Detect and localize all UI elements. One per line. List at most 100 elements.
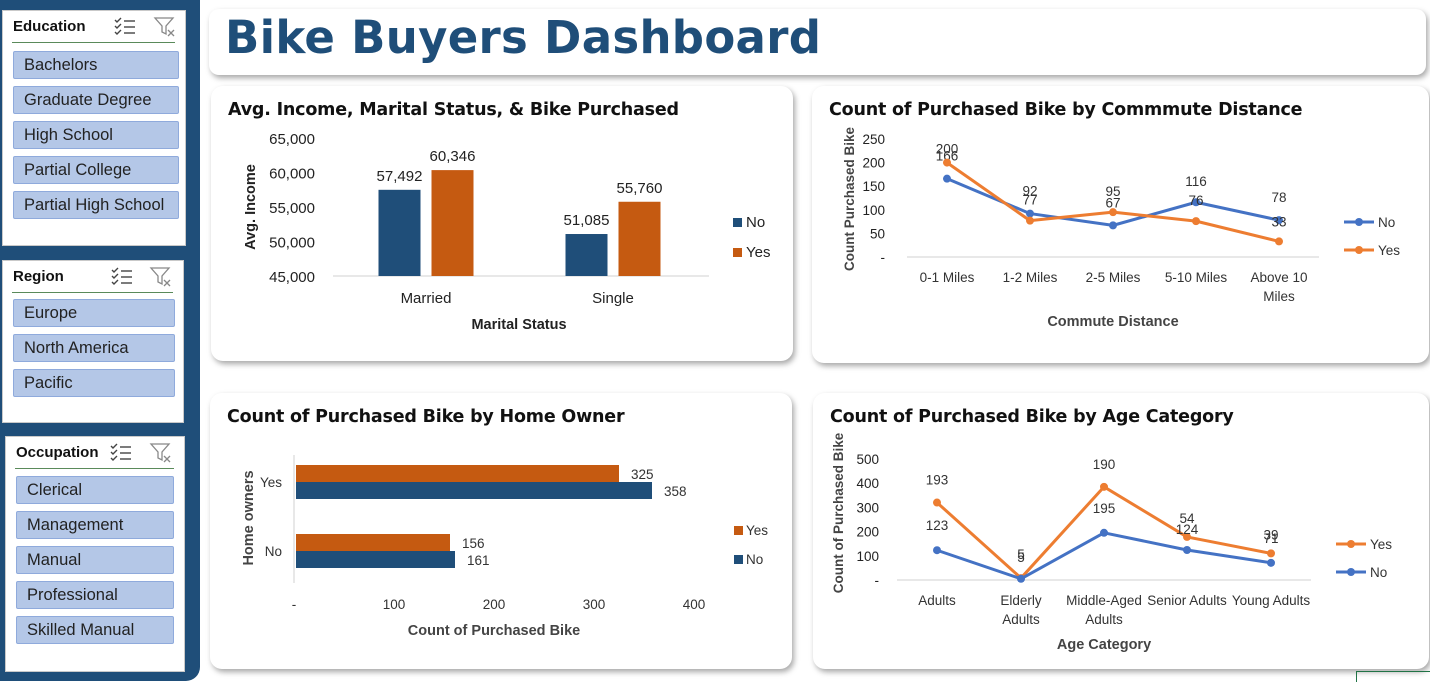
data-point [1267, 558, 1275, 567]
chart-title: Avg. Income, Marital Status, & Bike Purc… [228, 100, 679, 120]
slicer-item-manual[interactable]: Manual [16, 546, 174, 574]
y-tick-label: 50,000 [269, 235, 315, 252]
data-label: 325 [631, 467, 654, 482]
slicer-header: Education [3, 11, 185, 41]
slicer-item-europe[interactable]: Europe [13, 299, 175, 327]
data-point [1192, 217, 1200, 226]
slicer-item-graduate-degree[interactable]: Graduate Degree [13, 86, 179, 114]
bar [296, 465, 619, 482]
data-point [1109, 208, 1117, 217]
data-label: 51,085 [564, 212, 610, 229]
data-point [943, 158, 951, 167]
data-point [933, 546, 941, 555]
y-tick-label: 50 [870, 226, 885, 241]
y-tick-label: 500 [856, 452, 879, 467]
data-point [1275, 237, 1283, 246]
legend-swatch [733, 248, 742, 257]
clear-filter-icon[interactable] [149, 266, 173, 288]
chart-title: Count of Purchased Bike by Age Category [830, 407, 1234, 427]
legend-label: No [746, 552, 763, 567]
y-tick-label: 200 [856, 525, 879, 540]
x-axis-title: Count of Purchased Bike [408, 623, 580, 639]
occupation-slicer: Occupation Clerical Management Manual Pr… [5, 436, 185, 672]
data-point [943, 174, 951, 183]
income-chart-card[interactable]: Avg. Income, Marital Status, & Bike Purc… [211, 86, 793, 361]
education-slicer: Education Bachelors Graduate Degree High… [2, 10, 186, 246]
slicer-item-partial-high-school[interactable]: Partial High School [13, 191, 179, 219]
x-tick-label: Senior Adults [1147, 593, 1227, 608]
data-label: 195 [1093, 501, 1116, 516]
legend-marker [1355, 218, 1363, 226]
income-chart: 45,000 50,000 55,000 60,000 65,000 57,492 60,3… [243, 131, 770, 333]
multi-select-icon[interactable] [110, 266, 134, 288]
slicer-item-high-school[interactable]: High School [13, 121, 179, 149]
bar [378, 189, 421, 276]
slicer-divider [12, 292, 173, 293]
multi-select-icon[interactable] [109, 442, 133, 464]
y-axis-title: Home owners [241, 470, 257, 565]
data-label: 124 [1176, 522, 1199, 537]
x-tick-label: 100 [383, 597, 406, 612]
data-label: 77 [1022, 193, 1037, 208]
data-label: 358 [664, 484, 687, 499]
y-tick-label: 400 [856, 476, 879, 491]
legend-label: No [746, 214, 765, 231]
multi-select-icon[interactable] [113, 16, 137, 38]
data-point [1109, 221, 1117, 230]
x-tick-label: Adults [918, 593, 956, 608]
legend-swatch [734, 526, 743, 535]
slicer-item-management[interactable]: Management [16, 511, 174, 539]
data-point [1026, 216, 1034, 225]
slicer-item-pacific[interactable]: Pacific [13, 369, 175, 397]
series-line [936, 531, 1272, 581]
data-label: 200 [936, 142, 959, 157]
data-label: 161 [467, 553, 490, 568]
legend-label: Yes [1378, 243, 1400, 258]
data-point [1026, 209, 1034, 218]
slicer-item-professional[interactable]: Professional [16, 581, 174, 609]
slicer-divider [15, 468, 174, 469]
data-label: 95 [1105, 184, 1120, 199]
x-axis-title: Age Category [1057, 637, 1151, 653]
x-tick-label: Married [401, 290, 452, 307]
y-tick-label: 65,000 [269, 131, 315, 148]
slicer-item-north-america[interactable]: North America [13, 334, 175, 362]
y-tick-label: 200 [862, 156, 885, 171]
data-label: 55,760 [617, 180, 663, 197]
y-tick-label: Yes [260, 475, 282, 490]
x-tick-label: Miles [1263, 289, 1295, 304]
data-label: 39 [1263, 527, 1278, 542]
data-label: 78 [1271, 190, 1286, 205]
clear-filter-icon[interactable] [149, 442, 173, 464]
slicer-title: Occupation [16, 444, 99, 461]
data-point [1267, 549, 1275, 558]
slicer-item-skilled-manual[interactable]: Skilled Manual [16, 616, 174, 644]
age-chart-card[interactable]: Count of Purchased Bike by Age Category … [813, 393, 1429, 669]
bar [565, 234, 608, 276]
data-label: 57,492 [377, 168, 423, 185]
data-label: 193 [926, 473, 949, 488]
slicer-item-bachelors[interactable]: Bachelors [13, 51, 179, 79]
clear-filter-icon[interactable] [153, 16, 177, 38]
data-label: 166 [936, 149, 959, 164]
x-tick-label: Adults [1085, 612, 1123, 627]
data-label: 92 [1022, 184, 1037, 199]
homeowner-chart: - 100 200 300 400 325 358 Yes 156 161 No Count of P… [241, 455, 768, 639]
x-tick-label: 5-10 Miles [1165, 270, 1228, 285]
slicer-item-partial-college[interactable]: Partial College [13, 156, 179, 184]
data-point [1183, 545, 1191, 554]
legend-label: Yes [746, 523, 768, 538]
slicer-item-clerical[interactable]: Clerical [16, 476, 174, 504]
x-tick-label: Young Adults [1232, 593, 1311, 608]
legend-swatch [733, 218, 742, 227]
x-axis-title: Commute Distance [1047, 314, 1178, 330]
commute-chart: - 50 100 150 200 250 0-1 Miles 1-2 Miles 2-5 Mil… [842, 126, 1400, 330]
homeowner-chart-card[interactable]: Count of Purchased Bike by Home Owner - 1… [210, 393, 792, 669]
bar [296, 551, 455, 568]
data-label: 71 [1263, 531, 1278, 546]
y-tick-label: 300 [856, 500, 879, 515]
commute-chart-card[interactable]: Count of Purchased Bike by Commmute Dist… [812, 86, 1429, 363]
y-tick-label: 60,000 [269, 166, 315, 183]
data-label: 76 [1188, 193, 1203, 208]
x-tick-label: Adults [1002, 612, 1040, 627]
